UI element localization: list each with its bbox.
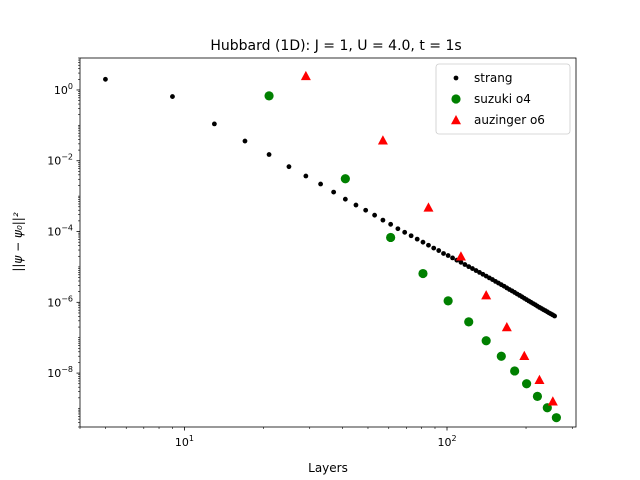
data-point (510, 366, 520, 376)
data-point (443, 296, 453, 306)
data-point (436, 248, 442, 253)
data-point (552, 313, 558, 319)
data-point (420, 239, 426, 245)
data-point (286, 164, 292, 170)
data-point (377, 135, 388, 145)
chart-title: Hubbard (1D): J = 1, U = 4.0, t = 1s (210, 38, 461, 54)
data-point (103, 76, 108, 82)
data-point (431, 245, 437, 251)
y-axis-label: ||ψ − ψ₀||² (11, 212, 25, 271)
series-suzuki-o4 (264, 91, 561, 423)
data-point (466, 264, 472, 270)
data-point (501, 322, 512, 332)
data-point (353, 202, 359, 208)
data-point (402, 229, 408, 235)
data-point (423, 202, 434, 212)
data-point (264, 91, 274, 101)
data-point (418, 268, 428, 279)
data-point (408, 233, 414, 239)
legend: strang suzuki o4 auzinger o6 (435, 63, 571, 135)
data-point (445, 253, 451, 258)
data-point (363, 207, 369, 213)
data-point (496, 351, 506, 361)
data-point (441, 251, 446, 256)
data-point (455, 251, 466, 261)
data-point (532, 391, 543, 401)
legend-label: strang (474, 71, 512, 85)
data-point (464, 317, 474, 327)
data-point (318, 181, 323, 187)
data-point (342, 196, 348, 202)
legend-marker (451, 115, 461, 125)
data-point (547, 396, 558, 406)
legend-marker (453, 75, 459, 81)
axes-frame (79, 57, 577, 428)
data-point (426, 242, 431, 248)
data-point (170, 94, 175, 99)
data-point (551, 413, 561, 423)
data-point (481, 290, 492, 300)
data-point (522, 379, 532, 389)
data-point (395, 226, 401, 232)
series-auzinger-o6 (300, 70, 558, 406)
legend-label: auzinger o6 (474, 113, 545, 127)
series-strang (103, 76, 558, 319)
legend-label: suzuki o4 (474, 92, 531, 106)
data-point (519, 350, 530, 360)
data-point (300, 70, 311, 81)
data-point (462, 262, 468, 267)
data-point (470, 266, 475, 271)
x-axis-label: Layers (308, 461, 348, 475)
data-point (266, 152, 272, 157)
data-point (450, 255, 455, 261)
data-point (386, 232, 396, 243)
data-point (340, 174, 350, 184)
data-point (534, 374, 545, 384)
data-point (458, 259, 464, 265)
data-point (481, 336, 491, 346)
legend-marker (451, 94, 461, 104)
data-point (414, 236, 420, 242)
data-point (303, 173, 309, 179)
data-point (380, 217, 386, 223)
data-point (242, 138, 248, 144)
data-point (331, 189, 337, 195)
data-point (372, 212, 378, 218)
data-point (388, 221, 394, 227)
data-point (211, 121, 217, 127)
legend-box (435, 63, 571, 135)
